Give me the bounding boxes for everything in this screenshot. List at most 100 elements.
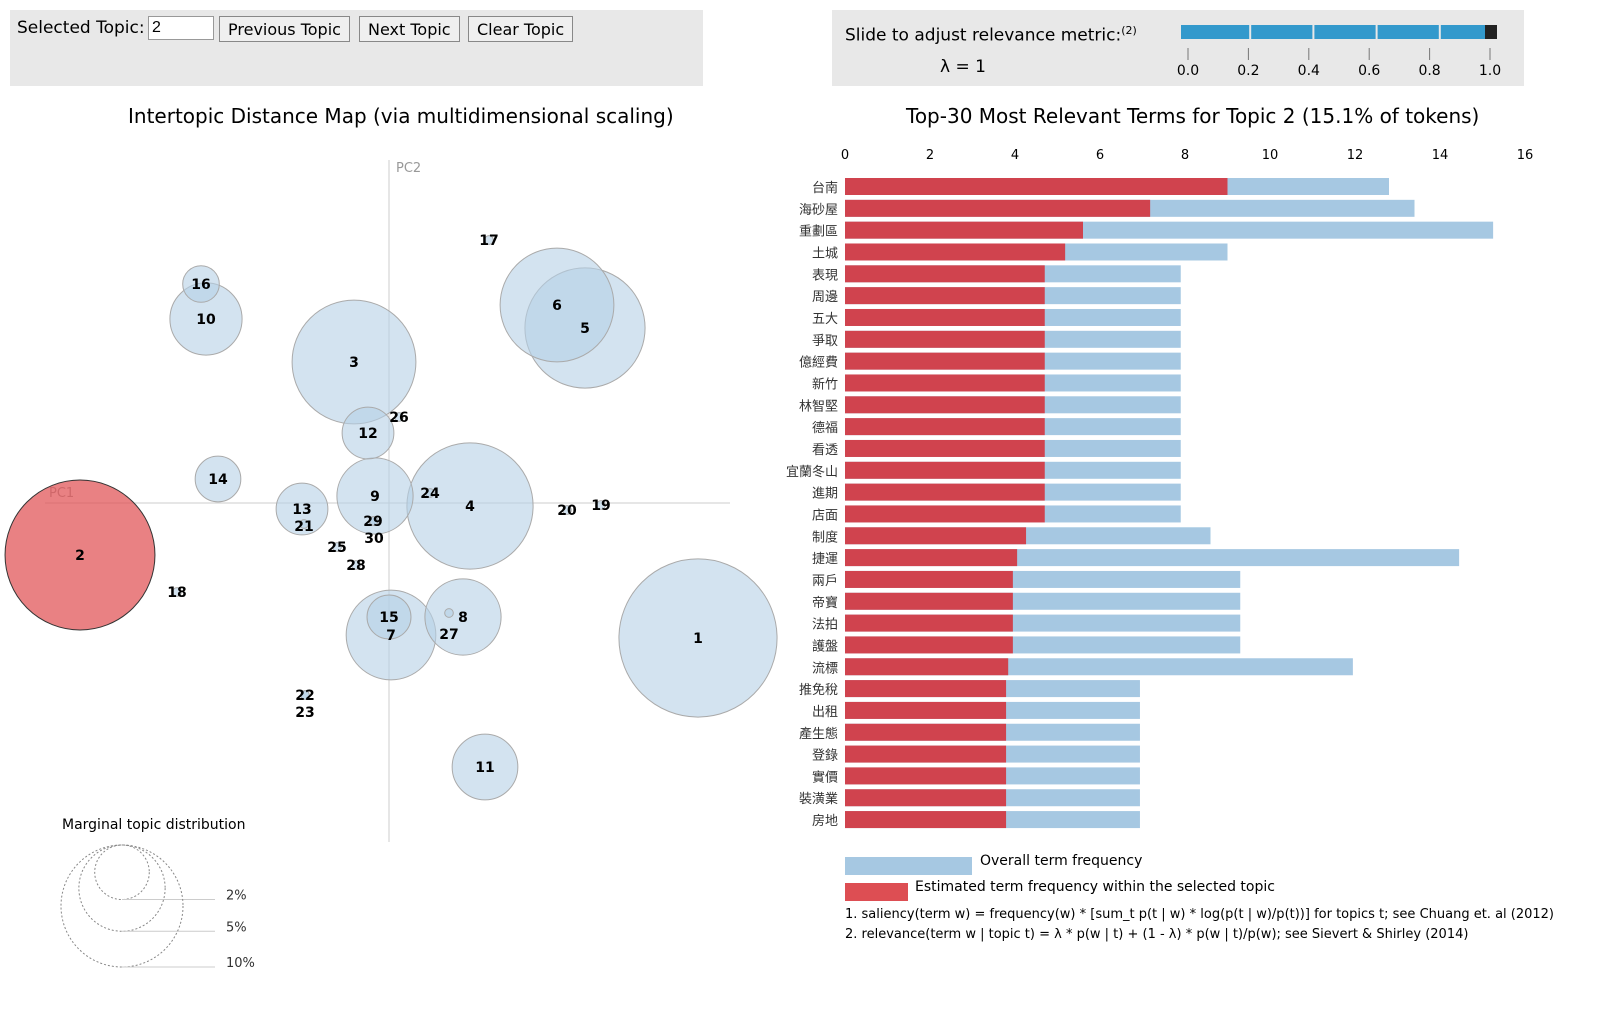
topic-circle-17[interactable] xyxy=(484,235,494,245)
bar-overall-23[interactable] xyxy=(845,680,1140,698)
term-label[interactable]: 億經費 xyxy=(799,355,838,371)
bar-topic-3[interactable] xyxy=(845,243,1066,261)
next-topic-button[interactable]: Next Topic xyxy=(359,16,460,42)
bar-topic-22[interactable] xyxy=(845,658,1009,676)
bar-topic-10[interactable] xyxy=(845,396,1045,414)
bar-overall-25[interactable] xyxy=(845,723,1140,741)
bar-topic-15[interactable] xyxy=(845,505,1045,523)
bar-topic-18[interactable] xyxy=(845,570,1013,588)
term-label[interactable]: 看透 xyxy=(812,442,838,458)
topic-circle-24[interactable] xyxy=(425,488,435,498)
previous-topic-button[interactable]: Previous Topic xyxy=(219,16,350,42)
bar-topic-21[interactable] xyxy=(845,636,1013,654)
bar-overall-14[interactable] xyxy=(845,483,1181,501)
bar-topic-2[interactable] xyxy=(845,221,1083,239)
term-label[interactable]: 裝潢業 xyxy=(799,791,838,807)
bar-topic-13[interactable] xyxy=(845,461,1045,479)
term-label[interactable]: 爭取 xyxy=(812,334,838,349)
topic-circle-14[interactable] xyxy=(194,455,242,503)
bar-topic-8[interactable] xyxy=(845,352,1045,370)
term-label[interactable]: 周邊 xyxy=(812,290,838,305)
bar-overall-10[interactable] xyxy=(845,396,1181,414)
bar-topic-29[interactable] xyxy=(845,811,1007,829)
bar-overall-16[interactable] xyxy=(845,527,1211,545)
term-label[interactable]: 帝寶 xyxy=(812,595,838,611)
term-label[interactable]: 店面 xyxy=(812,508,838,523)
topic-circle-9[interactable] xyxy=(336,457,414,535)
term-label[interactable]: 推免稅 xyxy=(799,683,838,698)
topic-circle-5[interactable] xyxy=(524,267,646,389)
bar-topic-27[interactable] xyxy=(845,767,1007,785)
topic-circle-6[interactable] xyxy=(499,247,615,363)
bar-overall-11[interactable] xyxy=(845,418,1181,436)
term-label[interactable]: 台南 xyxy=(812,180,838,196)
term-label[interactable]: 流標 xyxy=(812,661,838,676)
bar-overall-9[interactable] xyxy=(845,374,1181,392)
topic-circle-19[interactable] xyxy=(596,500,606,510)
term-label[interactable]: 兩戶 xyxy=(812,574,838,589)
bar-topic-25[interactable] xyxy=(845,723,1007,741)
bar-overall-22[interactable] xyxy=(845,658,1353,676)
bar-topic-12[interactable] xyxy=(845,439,1045,457)
bar-topic-7[interactable] xyxy=(845,330,1045,348)
bar-overall-12[interactable] xyxy=(845,439,1181,457)
bar-overall-19[interactable] xyxy=(845,592,1241,610)
term-label[interactable]: 宜蘭冬山 xyxy=(786,464,838,480)
selected-topic-input[interactable] xyxy=(148,16,214,40)
bar-overall-1[interactable] xyxy=(845,199,1415,217)
bar-overall-3[interactable] xyxy=(845,243,1228,261)
topic-circle-8[interactable] xyxy=(424,578,502,656)
topic-circle-20[interactable] xyxy=(562,505,572,515)
bar-overall-29[interactable] xyxy=(845,811,1140,829)
bar-overall-5[interactable] xyxy=(845,287,1181,305)
bar-topic-4[interactable] xyxy=(845,265,1045,283)
bar-overall-13[interactable] xyxy=(845,461,1181,479)
term-label[interactable]: 林智堅 xyxy=(799,399,838,414)
bar-topic-0[interactable] xyxy=(845,178,1228,195)
term-label[interactable]: 海砂屋 xyxy=(799,203,838,218)
term-label[interactable]: 登錄 xyxy=(812,749,838,764)
bar-topic-1[interactable] xyxy=(845,199,1151,217)
bar-overall-2[interactable] xyxy=(845,221,1494,239)
bar-overall-27[interactable] xyxy=(845,767,1140,785)
bar-topic-24[interactable] xyxy=(845,701,1007,719)
topic-circle-22[interactable] xyxy=(300,690,310,700)
bar-overall-0[interactable] xyxy=(845,178,1389,195)
bar-topic-23[interactable] xyxy=(845,680,1007,698)
term-label[interactable]: 重劃區 xyxy=(799,224,838,240)
topic-circle-13[interactable] xyxy=(275,482,329,536)
bar-overall-28[interactable] xyxy=(845,789,1140,807)
bar-overall-8[interactable] xyxy=(845,352,1181,370)
term-label[interactable]: 實價 xyxy=(812,769,838,785)
topic-circle-29[interactable] xyxy=(368,516,378,526)
topic-circle-1[interactable] xyxy=(618,558,778,718)
bar-overall-26[interactable] xyxy=(845,745,1140,763)
topic-circle-11[interactable] xyxy=(451,733,519,801)
bar-topic-20[interactable] xyxy=(845,614,1013,632)
term-label[interactable]: 制度 xyxy=(812,529,838,545)
topic-circle-28[interactable] xyxy=(351,560,361,570)
bar-overall-7[interactable] xyxy=(845,330,1181,348)
term-label[interactable]: 進期 xyxy=(812,487,838,502)
topic-circle-27[interactable] xyxy=(444,608,454,618)
topic-circle-23[interactable] xyxy=(300,690,310,700)
topic-circle-16[interactable] xyxy=(182,265,220,303)
bar-topic-17[interactable] xyxy=(845,549,1018,567)
topic-circle-30[interactable] xyxy=(369,516,379,526)
term-label[interactable]: 表現 xyxy=(812,268,838,283)
bar-overall-6[interactable] xyxy=(845,308,1181,326)
bar-overall-20[interactable] xyxy=(845,614,1241,632)
bar-topic-19[interactable] xyxy=(845,592,1013,610)
bar-overall-17[interactable] xyxy=(845,549,1460,567)
term-label[interactable]: 法拍 xyxy=(812,618,838,633)
topic-circle-21[interactable] xyxy=(299,519,309,529)
bar-topic-11[interactable] xyxy=(845,418,1045,436)
bar-topic-26[interactable] xyxy=(845,745,1007,763)
term-label[interactable]: 產生態 xyxy=(799,726,838,742)
term-label[interactable]: 捷運 xyxy=(812,552,838,567)
topic-circle-7[interactable] xyxy=(345,589,437,681)
bar-overall-15[interactable] xyxy=(845,505,1181,523)
topic-circle-10[interactable] xyxy=(169,282,243,356)
topic-circle-12[interactable] xyxy=(341,406,395,460)
topic-circle-25[interactable] xyxy=(332,542,342,552)
